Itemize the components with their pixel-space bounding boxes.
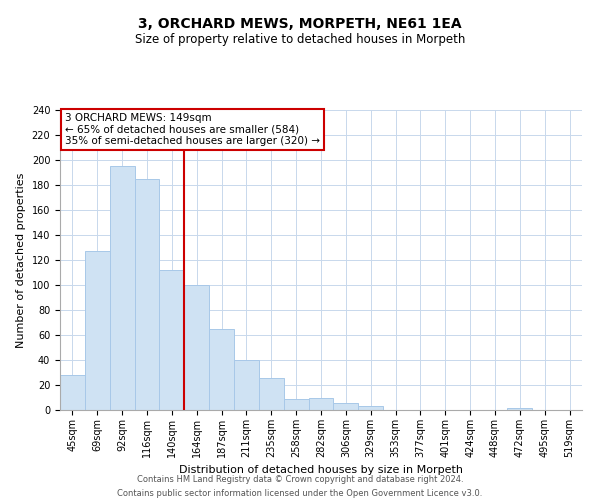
Bar [209,329,234,410]
Bar [110,166,134,410]
Text: 3, ORCHARD MEWS, MORPETH, NE61 1EA: 3, ORCHARD MEWS, MORPETH, NE61 1EA [138,18,462,32]
Bar [358,406,383,410]
Bar [508,408,532,410]
Bar [85,251,110,410]
Text: 3 ORCHARD MEWS: 149sqm
← 65% of detached houses are smaller (584)
35% of semi-de: 3 ORCHARD MEWS: 149sqm ← 65% of detached… [65,113,320,146]
Bar [334,402,358,410]
Bar [134,179,160,410]
Bar [234,360,259,410]
X-axis label: Distribution of detached houses by size in Morpeth: Distribution of detached houses by size … [179,466,463,475]
Text: Contains HM Land Registry data © Crown copyright and database right 2024.
Contai: Contains HM Land Registry data © Crown c… [118,476,482,498]
Bar [160,270,184,410]
Bar [284,399,308,410]
Bar [60,375,85,410]
Y-axis label: Number of detached properties: Number of detached properties [16,172,26,348]
Bar [308,398,334,410]
Bar [184,285,209,410]
Bar [259,378,284,410]
Text: Size of property relative to detached houses in Morpeth: Size of property relative to detached ho… [135,32,465,46]
